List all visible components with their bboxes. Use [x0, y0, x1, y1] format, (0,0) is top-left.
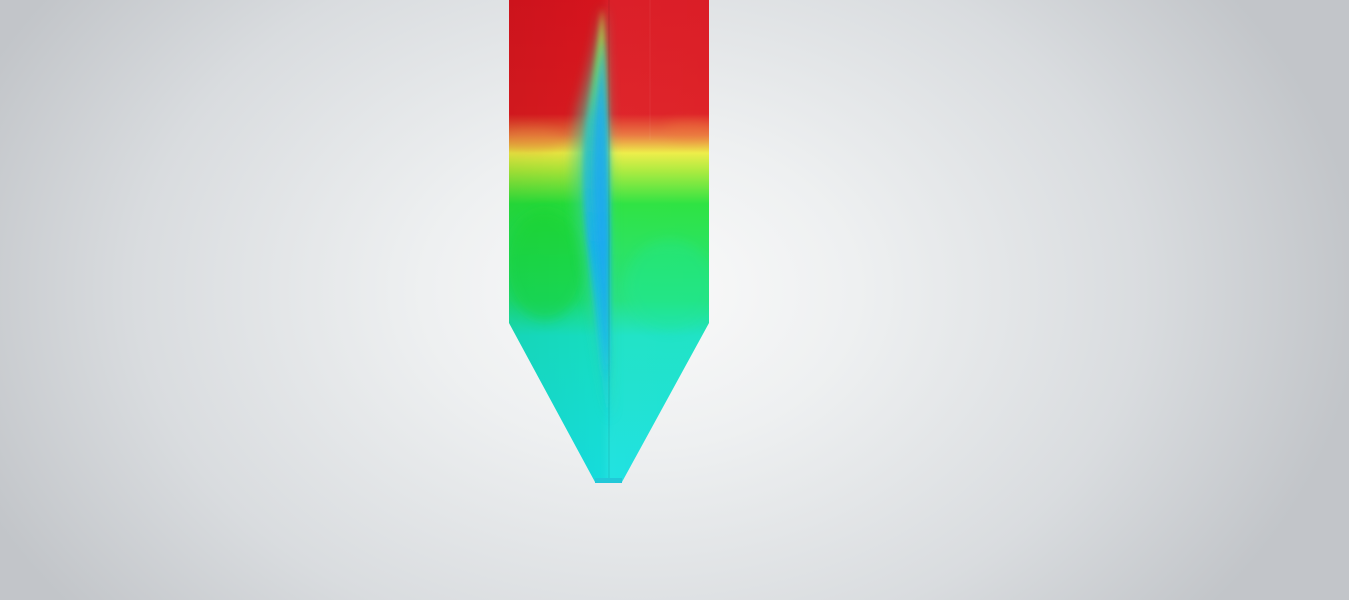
- silo-outlet: [595, 478, 622, 483]
- contour-field: [509, 0, 709, 482]
